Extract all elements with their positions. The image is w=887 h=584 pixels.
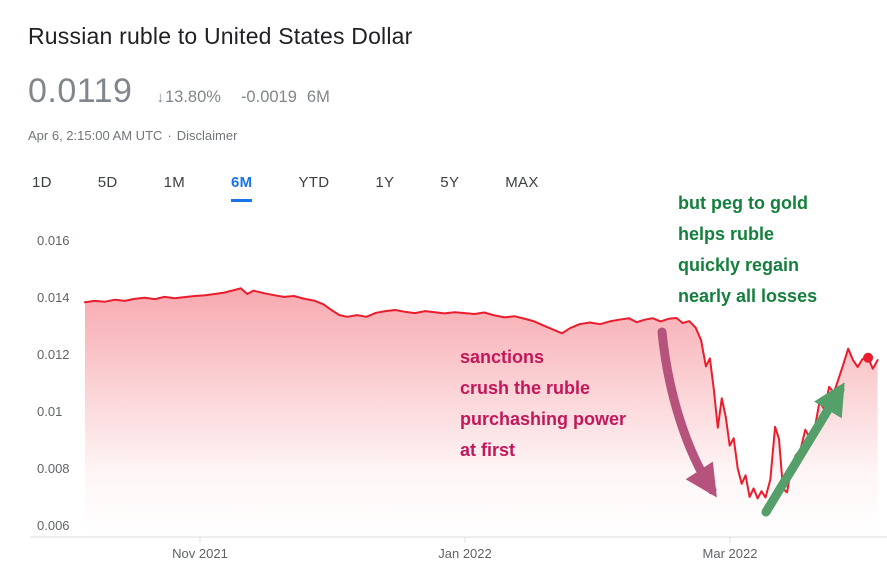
annotation-line: but peg to gold (678, 193, 808, 213)
change-absolute: -0.0019 (240, 88, 297, 106)
y-tick-label: 0.014 (37, 290, 70, 305)
y-tick-label: 0.01 (37, 404, 63, 419)
price-area-fill (85, 288, 878, 537)
annotation-line: quickly regain (678, 255, 800, 275)
tab-1y[interactable]: 1Y (375, 168, 394, 202)
tab-1m[interactable]: 1M (164, 168, 185, 202)
y-tick-label: 0.006 (37, 518, 70, 533)
current-price: 0.0119 (28, 72, 133, 110)
change-period: 6M (306, 88, 330, 106)
timestamp-row: Apr 6, 2:15:00 AM UTC · Disclaimer (28, 128, 237, 143)
x-tick-label: Jan 2022 (438, 546, 492, 561)
sanctions-annotation: sanctions crush the ruble purchashing po… (460, 342, 626, 466)
y-tick-label: 0.012 (37, 347, 70, 362)
x-tick-label: Mar 2022 (702, 546, 758, 561)
range-tabs: 1D 5D 1M 6M YTD 1Y 5Y MAX (32, 168, 585, 202)
timestamp: Apr 6, 2:15:00 AM UTC (28, 128, 163, 143)
down-arrow-icon: ↓ (156, 89, 164, 106)
annotation-line: sanctions (460, 347, 545, 367)
page-title: Russian ruble to United States Dollar (28, 23, 413, 50)
disclaimer-link[interactable]: Disclaimer (176, 128, 238, 143)
change-percent-value: 13.80% (164, 88, 221, 106)
recovery-up-arrow (761, 382, 845, 517)
tab-5d[interactable]: 5D (98, 168, 118, 202)
sanctions-down-arrow (657, 327, 717, 498)
tab-6m[interactable]: 6M (231, 168, 253, 202)
annotation-line: nearly all losses (678, 286, 818, 306)
quote-summary: 0.0119 ↓ 13.80% -0.0019 6M (28, 72, 330, 111)
annotation-line: helps ruble (678, 224, 775, 244)
tab-max[interactable]: MAX (505, 168, 538, 202)
annotation-line: purchashing power (460, 409, 627, 429)
annotation-line: crush the ruble (460, 378, 591, 398)
tab-1d[interactable]: 1D (32, 168, 52, 202)
y-tick-label: 0.016 (37, 233, 70, 248)
change-percent: ↓ 13.80% (156, 88, 220, 107)
gold-peg-annotation: but peg to gold helps ruble quickly rega… (678, 188, 817, 312)
separator-dot: · (167, 128, 172, 143)
annotation-line: at first (460, 440, 516, 460)
current-price-dot (863, 352, 874, 363)
tab-5y[interactable]: 5Y (440, 168, 459, 202)
tab-ytd[interactable]: YTD (298, 168, 329, 202)
x-tick-label: Nov 2021 (172, 546, 228, 561)
y-tick-label: 0.008 (37, 461, 70, 476)
